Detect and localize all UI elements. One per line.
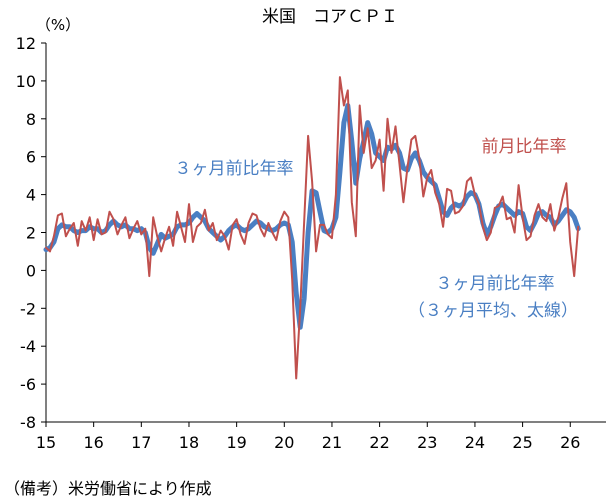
y-tick-label: 12 (16, 34, 36, 53)
x-tick-label: 24 (465, 433, 485, 452)
annotation-3m-ann: ３ヶ月前比年率 (175, 159, 294, 179)
source-note: （備考）米労働省により作成 (4, 479, 212, 498)
chart-title: 米国 コアＣＰＩ (262, 7, 398, 27)
x-tick-label: 22 (369, 433, 389, 452)
y-tick-label: 2 (26, 224, 36, 243)
y-tick-label: -2 (20, 299, 36, 318)
y-tick-label: 8 (26, 110, 36, 129)
x-tick-label: 23 (417, 433, 437, 452)
y-tick-label: -4 (20, 337, 36, 356)
x-tick-label: 18 (179, 433, 199, 452)
x-tick-label: 17 (131, 433, 151, 452)
series (43, 76, 581, 380)
y-ticks: 12 10 8 6 4 2 0 -2 -4 -6 -8 (16, 34, 46, 432)
y-tick-label: -6 (20, 375, 36, 394)
x-ticks: 15 16 17 18 19 20 21 22 23 24 25 26 (36, 422, 580, 452)
y-tick-label: 10 (16, 72, 36, 91)
annotation-3m-avg-line1: ３ヶ月前比年率 (436, 274, 555, 294)
x-tick-label: 16 (83, 433, 103, 452)
x-tick-label: 25 (512, 433, 532, 452)
y-tick-label: -8 (20, 413, 36, 432)
y-tick-label: 4 (26, 186, 36, 205)
y-tick-label: 6 (26, 148, 36, 167)
x-tick-label: 19 (226, 433, 246, 452)
series-line-mom (45, 76, 580, 380)
x-tick-label: 20 (274, 433, 294, 452)
x-tick-label: 15 (36, 433, 56, 452)
annotation-3m-avg-line2: （３ヶ月平均、太線） (408, 301, 578, 321)
x-tick-label: 21 (322, 433, 342, 452)
x-tick-label: 26 (560, 433, 580, 452)
annotation-mom-ann: 前月比年率 (482, 137, 567, 157)
y-tick-label: 0 (26, 261, 36, 280)
y-unit-label: （%） (36, 16, 80, 34)
